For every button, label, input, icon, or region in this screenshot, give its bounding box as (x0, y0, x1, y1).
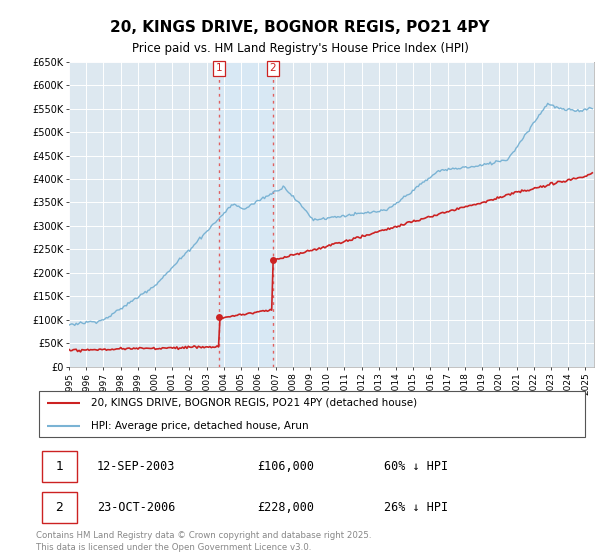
Text: 26% ↓ HPI: 26% ↓ HPI (384, 501, 448, 514)
Bar (219, 62, 272, 367)
FancyBboxPatch shape (41, 492, 77, 523)
Text: 2: 2 (56, 501, 64, 514)
Text: 1: 1 (215, 63, 222, 73)
Text: £228,000: £228,000 (257, 501, 314, 514)
Text: 12-SEP-2003: 12-SEP-2003 (97, 460, 175, 473)
Text: Contains HM Land Registry data © Crown copyright and database right 2025.
This d: Contains HM Land Registry data © Crown c… (36, 531, 371, 552)
FancyBboxPatch shape (39, 391, 585, 437)
Text: 20, KINGS DRIVE, BOGNOR REGIS, PO21 4PY: 20, KINGS DRIVE, BOGNOR REGIS, PO21 4PY (110, 20, 490, 35)
Text: 23-OCT-2006: 23-OCT-2006 (97, 501, 175, 514)
Text: 2: 2 (269, 63, 276, 73)
Text: 60% ↓ HPI: 60% ↓ HPI (384, 460, 448, 473)
Text: 1: 1 (56, 460, 64, 473)
Text: £106,000: £106,000 (257, 460, 314, 473)
Text: Price paid vs. HM Land Registry's House Price Index (HPI): Price paid vs. HM Land Registry's House … (131, 42, 469, 55)
Text: 20, KINGS DRIVE, BOGNOR REGIS, PO21 4PY (detached house): 20, KINGS DRIVE, BOGNOR REGIS, PO21 4PY … (91, 398, 418, 408)
FancyBboxPatch shape (41, 451, 77, 482)
Text: HPI: Average price, detached house, Arun: HPI: Average price, detached house, Arun (91, 421, 309, 431)
